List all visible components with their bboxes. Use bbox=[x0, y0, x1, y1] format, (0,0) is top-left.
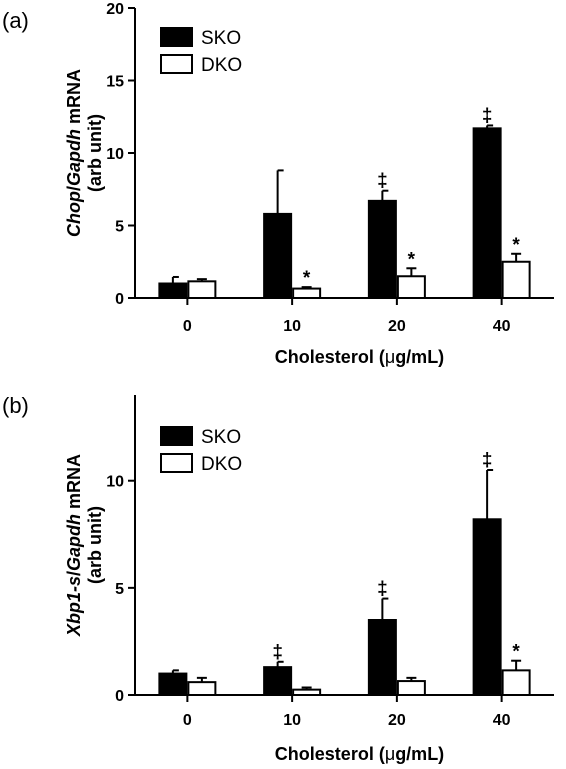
y-tick-label: 0 bbox=[115, 291, 124, 308]
bar-dko-0 bbox=[187, 280, 217, 300]
x-axis-label-suffix: g/mL) bbox=[395, 347, 444, 367]
chart-panel-b: (b) 0 5 10 0 10 ‡ 20 ‡ 40 ‡ * SKO DKO Xbp1-s/Gapdh mRN… bbox=[2, 393, 554, 764]
significance-mark: ‡ bbox=[482, 105, 493, 126]
x-tick-label: 40 bbox=[493, 712, 511, 729]
panel-label: (a) bbox=[2, 8, 29, 33]
y-axis-label: Xbp1-s/Gapdh mRNA bbox=[64, 454, 84, 637]
significance-mark: ‡ bbox=[377, 171, 388, 192]
significance-mark: * bbox=[512, 642, 520, 663]
y-tick-label: 10 bbox=[106, 474, 124, 491]
significance-mark: ‡ bbox=[272, 642, 283, 663]
legend-label: DKO bbox=[201, 55, 242, 76]
y-tick-label: 20 bbox=[106, 1, 124, 18]
bar-sko-0 bbox=[158, 282, 188, 299]
bar-sko-40 bbox=[472, 127, 502, 299]
bar-sko-40 bbox=[472, 518, 502, 696]
bar-dko-40 bbox=[501, 260, 531, 299]
y-axis-label-sep: / bbox=[64, 571, 84, 576]
legend-swatch bbox=[160, 27, 193, 47]
bar-sko-10 bbox=[263, 666, 293, 697]
bar-dko-20 bbox=[396, 680, 426, 696]
legend-label: DKO bbox=[201, 454, 242, 475]
y-axis-label-ref: Gapdh bbox=[64, 514, 84, 571]
significance-mark: * bbox=[303, 268, 311, 289]
legend-swatch bbox=[160, 426, 193, 446]
x-tick-label: 10 bbox=[283, 318, 301, 335]
x-axis-label-prefix: Cholesterol ( bbox=[275, 347, 385, 367]
x-axis-label-suffix: g/mL) bbox=[395, 744, 444, 764]
bar-sko-20 bbox=[367, 619, 397, 696]
significance-mark: ‡ bbox=[377, 579, 388, 600]
bar-dko-10 bbox=[292, 688, 322, 697]
y-tick-label: 10 bbox=[106, 146, 124, 163]
bar-dko-20 bbox=[396, 275, 426, 299]
y-axis-label-line2: (arb unit) bbox=[85, 114, 105, 192]
legend-swatch bbox=[160, 453, 193, 473]
x-tick-label: 0 bbox=[183, 318, 192, 335]
y-tick-label: 0 bbox=[115, 688, 124, 705]
bar-sko-20 bbox=[367, 199, 397, 300]
y-axis-label-sep: / bbox=[64, 186, 84, 191]
legend-label: SKO bbox=[201, 28, 241, 49]
bar-dko-40 bbox=[501, 669, 531, 696]
bar-dko-10 bbox=[292, 287, 322, 300]
y-axis-label-ref: Gapdh bbox=[64, 129, 84, 186]
y-axis-label-suffix: mRNA bbox=[64, 69, 84, 129]
x-axis-label: Cholesterol (μg/mL) bbox=[275, 744, 444, 764]
significance-mark: * bbox=[512, 235, 520, 256]
significance-mark: ‡ bbox=[482, 450, 493, 471]
bar-sko-10 bbox=[263, 212, 293, 299]
significance-mark: * bbox=[408, 249, 416, 270]
legend-label: SKO bbox=[201, 427, 241, 448]
x-tick-label: 10 bbox=[283, 712, 301, 729]
x-tick-label: 20 bbox=[388, 712, 406, 729]
legend-swatch bbox=[160, 54, 193, 74]
y-axis-label-gene: Xbp1-s bbox=[64, 576, 84, 637]
y-axis-label-suffix: mRNA bbox=[64, 454, 84, 514]
x-tick-label: 0 bbox=[183, 712, 192, 729]
x-axis-label: Cholesterol (μg/mL) bbox=[275, 347, 444, 367]
panel-label: (b) bbox=[2, 393, 29, 418]
x-tick-label: 40 bbox=[493, 318, 511, 335]
x-tick-label: 20 bbox=[388, 318, 406, 335]
chart-panel-a: (a) 0 5 10 15 20 0 10 * 20 ‡ * 40 ‡ * SKO DKO Chop/Gapdh … bbox=[2, 1, 554, 367]
y-axis-label-line2: (arb unit) bbox=[85, 506, 105, 584]
y-tick-label: 15 bbox=[106, 74, 124, 91]
x-axis-label-mu: μ bbox=[385, 744, 395, 764]
y-axis-label: Chop/Gapdh mRNA bbox=[64, 69, 84, 237]
bar-dko-0 bbox=[187, 681, 217, 697]
x-axis-label-mu: μ bbox=[385, 347, 395, 367]
bar-sko-0 bbox=[158, 672, 188, 696]
x-axis-label-prefix: Cholesterol ( bbox=[275, 744, 385, 764]
y-tick-label: 5 bbox=[115, 581, 124, 598]
y-axis-label-gene: Chop bbox=[64, 191, 84, 237]
y-tick-label: 5 bbox=[115, 219, 124, 236]
